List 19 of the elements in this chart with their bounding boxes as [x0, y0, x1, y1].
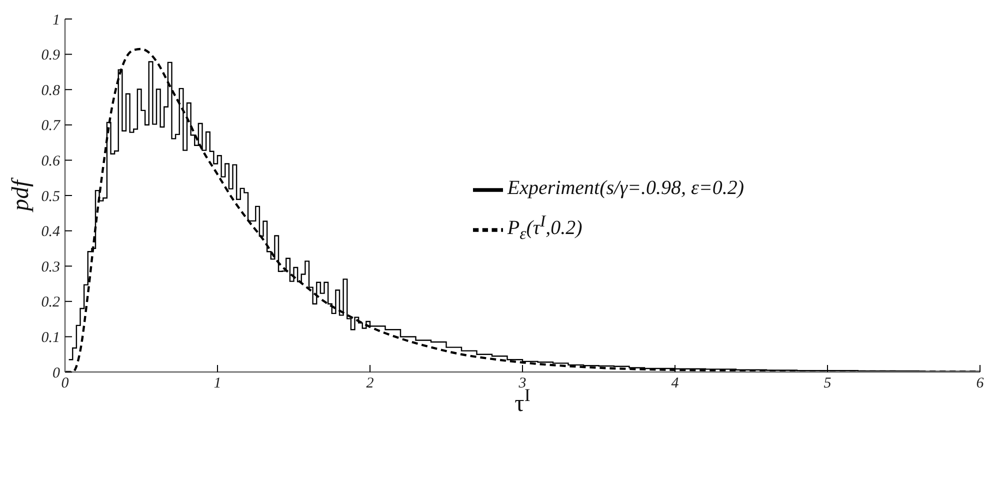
legend-label: P$_{ε}$(τ$^{I}$,0.2)	[507, 211, 582, 243]
y-tick-label: 0.7	[41, 118, 62, 134]
x-tick-label: 5	[824, 376, 832, 392]
x-tick-label: 6	[976, 376, 984, 392]
y-tick-label: 0.2	[41, 294, 60, 311]
y-tick-label: 0	[52, 365, 60, 382]
y-axis-title: pdf	[8, 176, 34, 213]
y-tick-label: 0.4	[41, 224, 60, 240]
x-tick-label: 2	[366, 376, 374, 392]
y-tick-label: 0.8	[41, 82, 60, 99]
y-tick-label: 0.1	[41, 330, 60, 346]
y-tick-label: 0.9	[41, 48, 60, 64]
y-tick-label: 0.3	[41, 259, 60, 276]
legend-label: Experiment(s/γ=.0.98, ε=0.2)	[507, 177, 744, 199]
x-tick-label: 1	[214, 376, 222, 392]
y-tick-label: 1	[52, 12, 60, 28]
y-tick-label: 0.6	[41, 154, 60, 170]
x-tick-label: 4	[671, 376, 680, 392]
y-tick-label: 0.5	[41, 188, 60, 205]
